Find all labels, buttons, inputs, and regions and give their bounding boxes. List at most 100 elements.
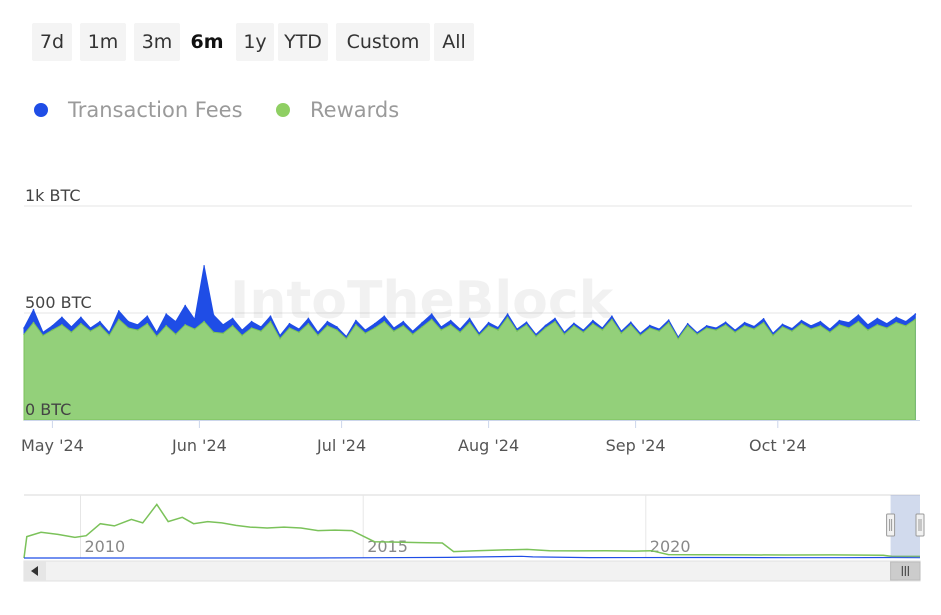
data-point-rewards [667, 321, 670, 324]
data-point-rewards [393, 330, 395, 333]
data-point-fees [601, 327, 604, 329]
data-point-fees [525, 321, 528, 324]
data-point-rewards [184, 324, 186, 326]
y-axis: 0 BTC 500 BTC 1k BTC [25, 186, 92, 419]
data-point-fees [231, 317, 234, 320]
data-point-fees [241, 329, 243, 331]
data-point-fees [250, 320, 253, 323]
data-point-rewards [762, 321, 765, 324]
data-point-fees [364, 329, 367, 331]
navigator-handle-body[interactable] [886, 513, 896, 537]
data-point-rewards [753, 328, 755, 330]
data-point-rewards [734, 331, 736, 334]
range-button-3m[interactable]: 3m [134, 23, 180, 61]
data-point-rewards [791, 330, 793, 333]
navigator-selection[interactable] [890, 495, 920, 558]
data-point-fees [829, 328, 831, 330]
data-point-fees [269, 315, 272, 318]
data-point-rewards [250, 327, 253, 329]
data-point-rewards [430, 318, 433, 321]
range-button-1y[interactable]: 1y [236, 23, 274, 61]
range-button-ytd[interactable]: YTD [278, 23, 328, 61]
data-point-fees [146, 315, 149, 318]
data-point-fees [108, 331, 111, 334]
range-button-6m[interactable]: 6m [186, 23, 228, 61]
data-point-fees [734, 329, 736, 331]
data-point-fees [895, 316, 898, 319]
data-point-fees [667, 319, 670, 321]
data-point-rewards [506, 316, 509, 319]
watermark: IntoTheBlock [230, 271, 615, 331]
range-button-all[interactable]: All [434, 23, 474, 61]
data-point-rewards [886, 327, 888, 329]
data-point-rewards [155, 335, 158, 338]
data-point-rewards [23, 333, 25, 336]
data-point-fees [203, 265, 205, 267]
data-point-rewards [355, 324, 357, 326]
data-point-fees [165, 313, 167, 315]
data-point-fees [393, 327, 395, 329]
data-point-fees [658, 328, 661, 330]
data-point-rewards [137, 329, 139, 331]
data-point-rewards [298, 331, 300, 334]
series-area-rewards [23, 316, 916, 421]
data-point-rewards [269, 320, 272, 323]
navigator-handle-right[interactable] [915, 513, 925, 537]
data-point-rewards [279, 337, 281, 340]
data-point-rewards [402, 325, 405, 327]
data-point-rewards [203, 320, 205, 323]
data-point-rewards [241, 334, 243, 337]
data-point-rewards [535, 335, 537, 338]
data-point-rewards [51, 329, 54, 331]
navigator-year-label: 2010 [85, 537, 126, 556]
data-point-rewards [696, 333, 698, 336]
data-point-fees [430, 313, 433, 315]
data-point-fees [70, 326, 73, 328]
navigator[interactable]: 2010 2015 2020 [23, 494, 925, 559]
data-point-fees [686, 322, 689, 325]
data-point-fees [516, 328, 518, 330]
range-button-7d[interactable]: 7d [32, 23, 72, 61]
data-point-rewards [848, 327, 850, 329]
range-button-1m[interactable]: 1m [80, 23, 126, 61]
data-point-rewards [497, 329, 499, 331]
data-point-fees [440, 326, 443, 328]
data-point-rewards [829, 331, 831, 334]
data-point-rewards [781, 326, 784, 328]
data-point-rewards [620, 332, 623, 335]
data-point-fees [51, 325, 54, 327]
main-plot-area [23, 265, 917, 421]
data-point-fees [411, 330, 414, 333]
y-tick-label: 500 BTC [25, 293, 92, 312]
data-point-rewards [592, 322, 594, 325]
data-point-fees [459, 328, 461, 330]
data-point-fees [677, 336, 679, 338]
data-point-fees [743, 321, 746, 324]
data-point-fees [819, 320, 822, 323]
data-point-fees [753, 325, 755, 328]
navigator-handle-body[interactable] [915, 513, 925, 537]
data-point-fees [715, 327, 717, 329]
range-button-custom[interactable]: Custom [336, 23, 430, 61]
data-point-fees [118, 310, 120, 312]
data-point-fees [421, 321, 424, 324]
data-point-rewards [468, 321, 471, 324]
data-point-rewards [374, 327, 376, 329]
data-point-fees [876, 317, 879, 320]
data-point-rewards [743, 325, 746, 327]
data-point-fees [838, 319, 841, 322]
data-point-fees [184, 304, 186, 307]
data-point-rewards [70, 331, 73, 334]
data-point-fees [478, 332, 480, 335]
data-point-rewards [459, 331, 461, 334]
data-point-fees [705, 325, 708, 327]
scrollbar-track[interactable] [23, 560, 921, 582]
legend-marker [34, 103, 48, 117]
data-point-fees [279, 334, 281, 337]
scrollbar[interactable] [23, 560, 921, 582]
data-point-rewards [326, 325, 329, 327]
data-point-fees [582, 329, 585, 331]
navigator-handle-left[interactable] [886, 513, 896, 537]
data-point-rewards [686, 325, 689, 327]
